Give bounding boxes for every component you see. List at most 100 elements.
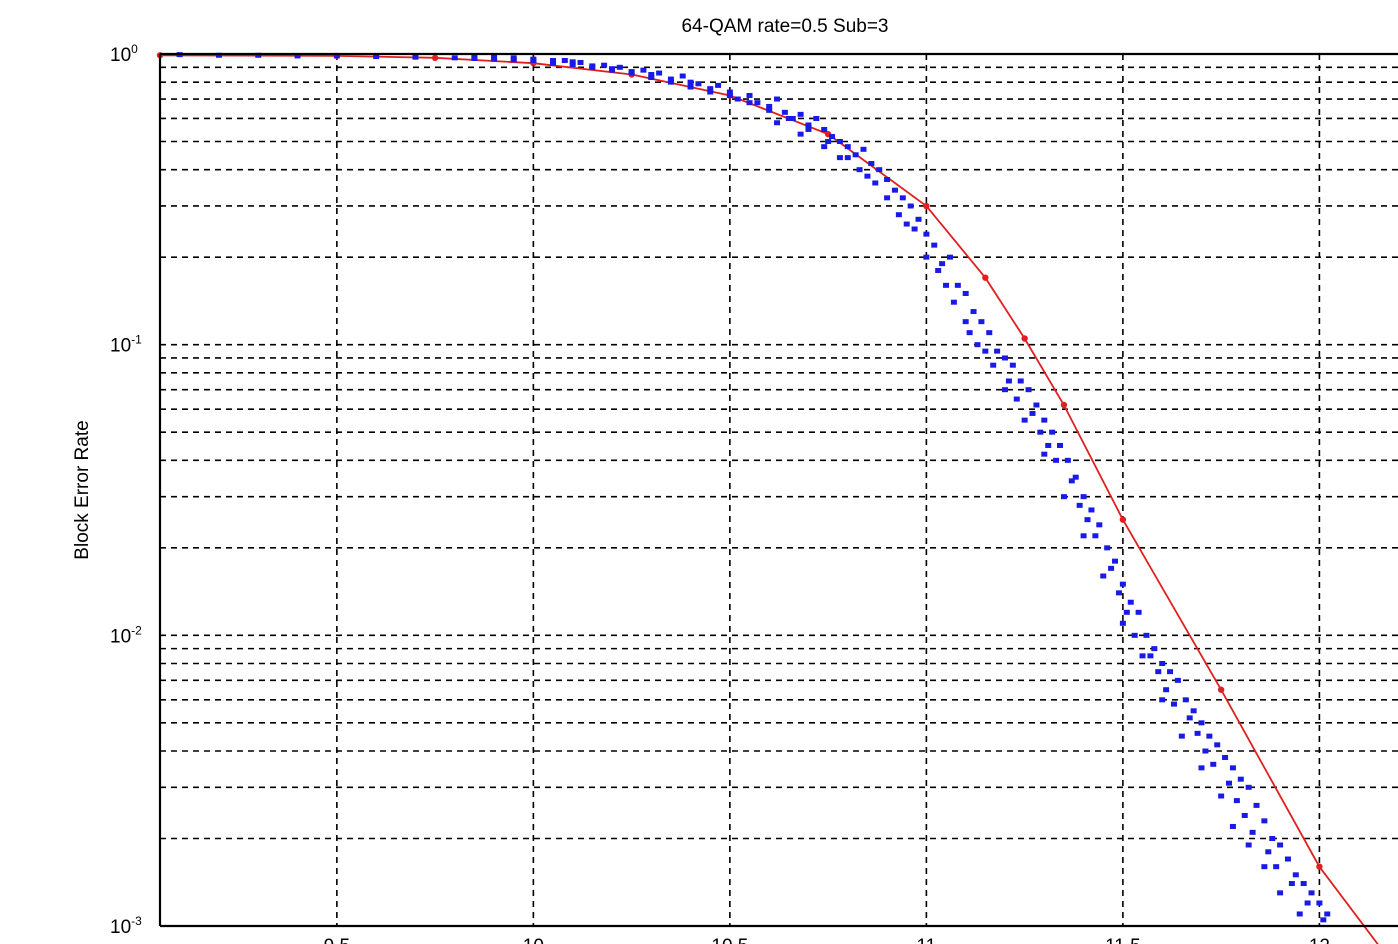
- simulation-point: [943, 282, 950, 288]
- simulation-point: [1068, 478, 1075, 484]
- y-tick-label: 10-1: [110, 333, 142, 357]
- simulation-point: [1245, 784, 1252, 790]
- y-tick-label: 10-2: [110, 623, 142, 647]
- simulation-point: [903, 221, 910, 227]
- simulation-point: [1013, 396, 1020, 402]
- simulation-point: [1151, 646, 1158, 652]
- simulation-point: [1104, 545, 1111, 551]
- simulation-point: [852, 152, 859, 158]
- simulation-point: [986, 330, 993, 336]
- simulation-point: [616, 64, 623, 70]
- simulation-point: [884, 177, 891, 183]
- simulation-point: [766, 103, 773, 109]
- simulation-point: [1135, 609, 1142, 615]
- simulation-point: [994, 348, 1001, 354]
- simulation-point: [970, 309, 977, 315]
- simulation-point: [836, 155, 843, 161]
- y-tick-label: 100: [110, 42, 138, 66]
- simulation-point: [707, 89, 714, 95]
- simulation-point: [1115, 590, 1122, 596]
- simulation-point: [1261, 864, 1268, 870]
- simulation-point: [899, 195, 906, 201]
- simulation-point: [962, 319, 969, 325]
- simulation-point: [1288, 881, 1295, 887]
- simulation-point: [907, 203, 914, 209]
- simulation-point: [868, 161, 875, 167]
- simulation-point: [1119, 581, 1126, 587]
- model-curve-point: [1316, 863, 1323, 870]
- simulation-point: [1053, 457, 1060, 463]
- simulation-point: [1167, 669, 1174, 675]
- simulation-point: [1308, 890, 1315, 896]
- simulation-point: [785, 115, 792, 121]
- simulation-point: [667, 76, 674, 82]
- model-curve-point: [1119, 516, 1127, 523]
- simulation-point: [891, 187, 898, 193]
- simulation-point: [648, 72, 655, 78]
- simulation-point: [876, 167, 883, 173]
- simulation-point: [667, 79, 674, 85]
- simulation-point: [1064, 457, 1071, 463]
- axes: [158, 52, 1398, 928]
- simulation-point: [1057, 442, 1064, 448]
- simulation-point: [1088, 507, 1095, 513]
- chart-title: 64-QAM rate=0.5 Sub=3: [681, 16, 888, 37]
- simulation-point: [412, 54, 419, 60]
- grid: [160, 54, 1398, 926]
- simulation-point: [829, 134, 836, 140]
- simulation-point: [1218, 793, 1225, 799]
- simulation-point: [860, 146, 867, 152]
- simulation-point: [1049, 429, 1056, 435]
- simulation-point: [695, 81, 702, 87]
- simulation-point: [333, 53, 340, 59]
- simulation-point: [1292, 872, 1299, 878]
- simulation-point: [1123, 609, 1130, 615]
- simulation-point: [872, 180, 879, 186]
- simulation-point: [1210, 761, 1217, 767]
- simulation-point: [789, 115, 796, 121]
- simulation-point: [707, 86, 714, 92]
- simulation-point: [746, 92, 753, 98]
- simulation-point: [1324, 911, 1331, 917]
- simulation-point: [962, 290, 969, 296]
- simulation-point: [774, 120, 781, 126]
- model-curve-point: [982, 274, 989, 281]
- simulation-point: [1265, 849, 1272, 855]
- simulation-point: [1273, 864, 1280, 870]
- simulation-point: [1060, 494, 1067, 500]
- simulation-point: [1041, 451, 1048, 457]
- simulation-point: [1233, 798, 1240, 804]
- simulation-point: [1229, 823, 1236, 829]
- simulation-point: [1241, 812, 1248, 818]
- y-tick-label: 10-3: [110, 914, 142, 938]
- simulation-point: [1033, 402, 1040, 408]
- simulation-point: [1222, 754, 1229, 760]
- simulation-point: [1127, 599, 1134, 605]
- simulation-point: [982, 348, 989, 354]
- simulation-point: [640, 67, 647, 73]
- simulation-point: [825, 138, 832, 144]
- simulation-point: [1001, 355, 1008, 361]
- simulation-point: [1045, 442, 1052, 448]
- simulation-point: [1198, 720, 1205, 726]
- simulation-point: [1112, 558, 1119, 564]
- simulation-point: [1284, 856, 1291, 862]
- simulation-point: [569, 59, 576, 65]
- simulation-point: [931, 242, 938, 248]
- simulation-point: [911, 226, 918, 232]
- simulation-point: [950, 299, 957, 305]
- simulation-point: [864, 173, 871, 179]
- simulation-point: [510, 55, 517, 61]
- simulation-point: [1320, 917, 1327, 923]
- simulation-point: [923, 254, 930, 260]
- simulation-point: [215, 52, 222, 58]
- x-tick-label: 12: [1309, 936, 1330, 944]
- x-tick-label: 11.5: [1105, 936, 1141, 944]
- simulation-point: [550, 57, 557, 63]
- simulation-point: [1198, 765, 1205, 771]
- simulation-point: [294, 53, 301, 59]
- simulation-point: [1092, 533, 1099, 539]
- simulation-point: [255, 52, 262, 58]
- model-curve-point: [1021, 335, 1028, 342]
